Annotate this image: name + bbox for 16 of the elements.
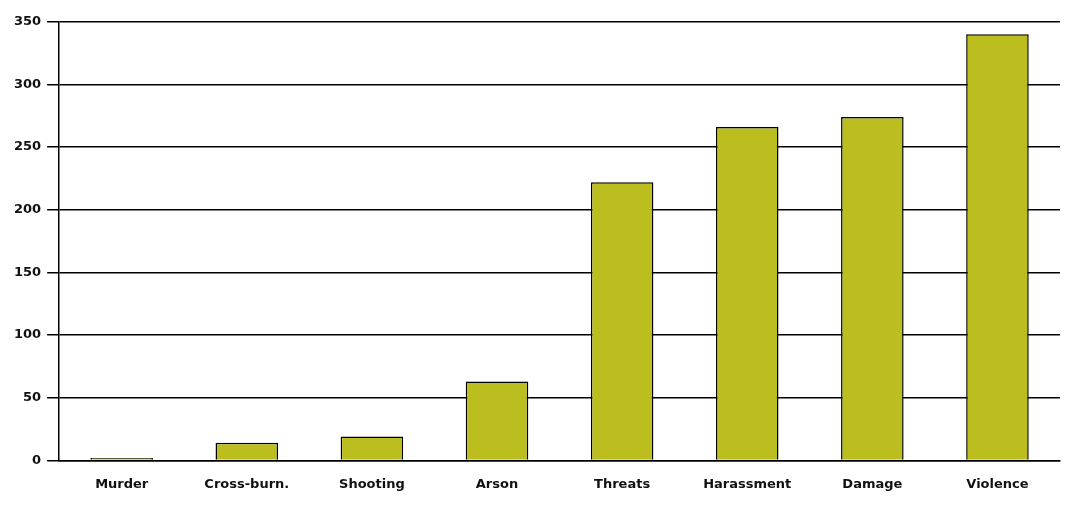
y-tick-label: 250	[14, 138, 42, 154]
y-tick-label: 100	[14, 326, 42, 342]
x-tick-label: Arson	[475, 475, 519, 491]
x-tick-label: Harassment	[703, 475, 792, 491]
y-tick-label: 350	[14, 13, 42, 29]
y-tick-label: 50	[23, 389, 42, 405]
x-tick-label: Murder	[95, 475, 149, 491]
x-tick-label: Shooting	[339, 475, 405, 491]
x-tick-label: Violence	[966, 475, 1029, 491]
y-tick-label: 300	[14, 75, 42, 91]
x-tick-label: Cross-burn.	[204, 475, 290, 491]
x-tick-label: Damage	[842, 475, 903, 491]
y-tick-label: 150	[14, 263, 42, 279]
x-tick-label: Threats	[594, 475, 651, 491]
y-tick-label: 0	[32, 451, 42, 467]
y-tick-label: 200	[14, 201, 42, 217]
